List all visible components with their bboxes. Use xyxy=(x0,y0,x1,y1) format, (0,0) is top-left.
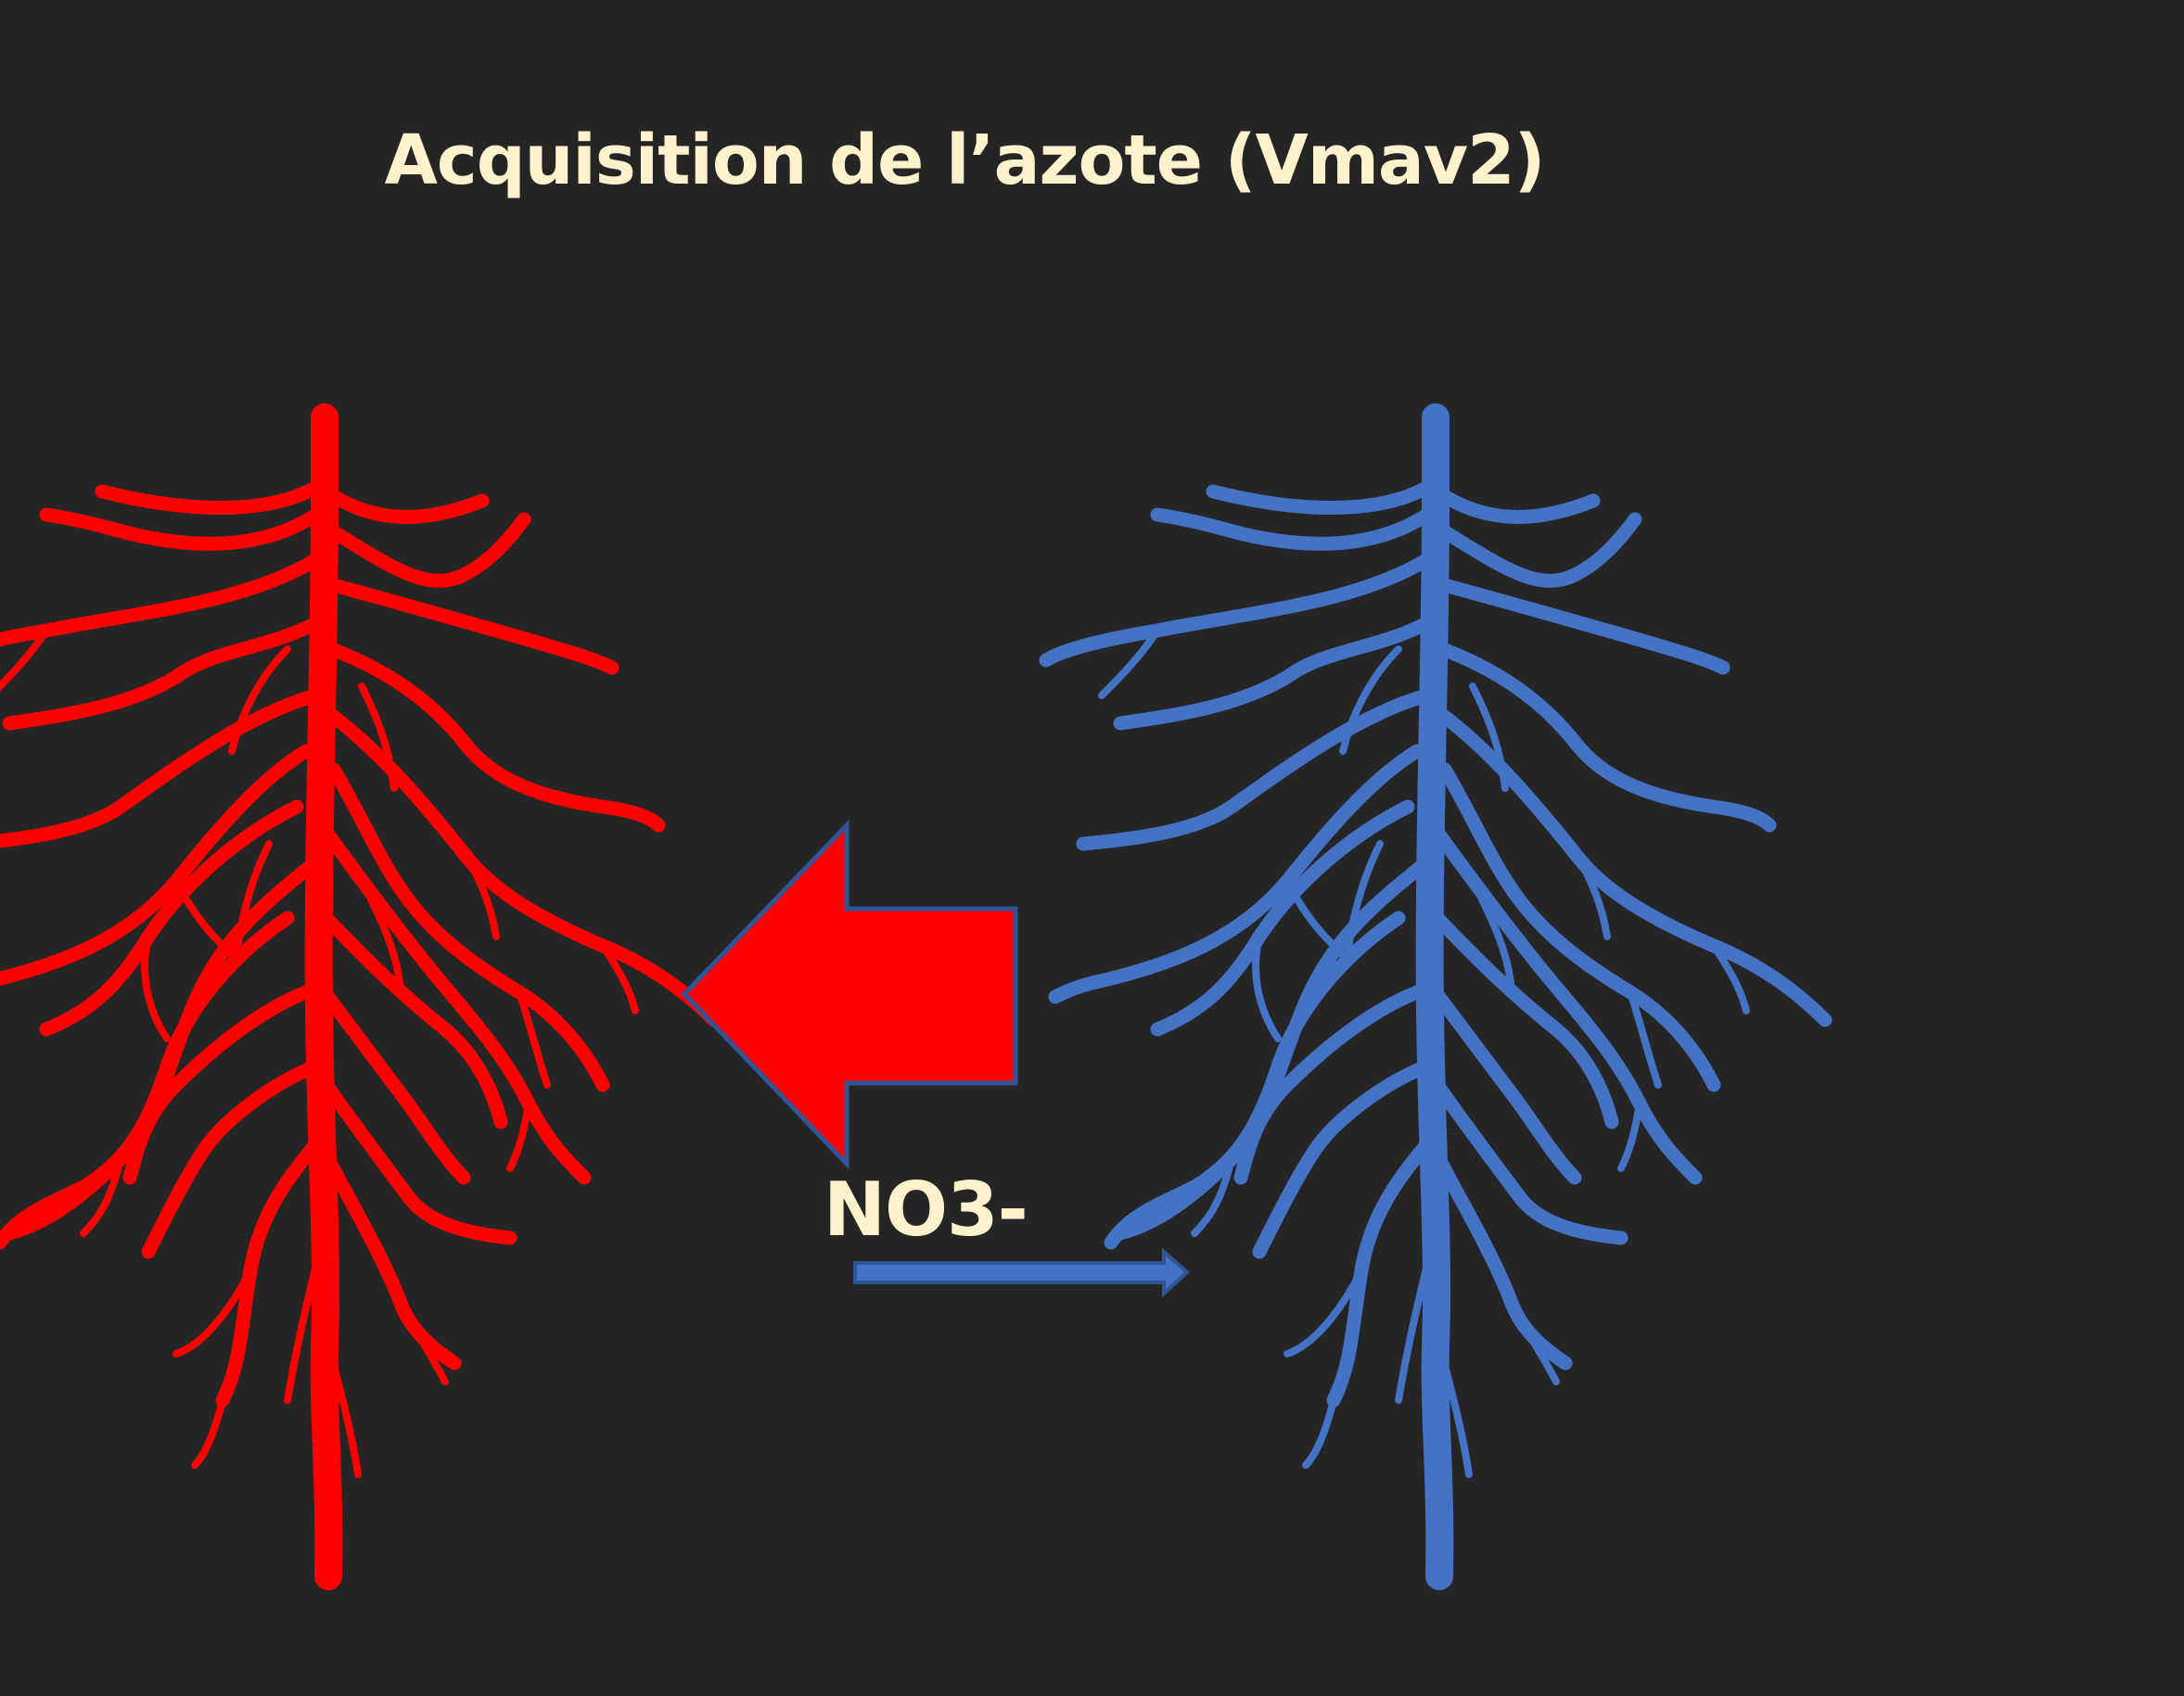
root-system-icon xyxy=(1046,417,1825,1576)
right-arrow-icon xyxy=(853,1247,1190,1298)
diagram-title: Acquisition de l’azote (Vmav2) xyxy=(384,121,1546,200)
left-arrow-icon xyxy=(681,819,1018,1170)
root-system-icon xyxy=(0,417,714,1576)
nitrate-label: NO3- xyxy=(824,1167,1028,1253)
